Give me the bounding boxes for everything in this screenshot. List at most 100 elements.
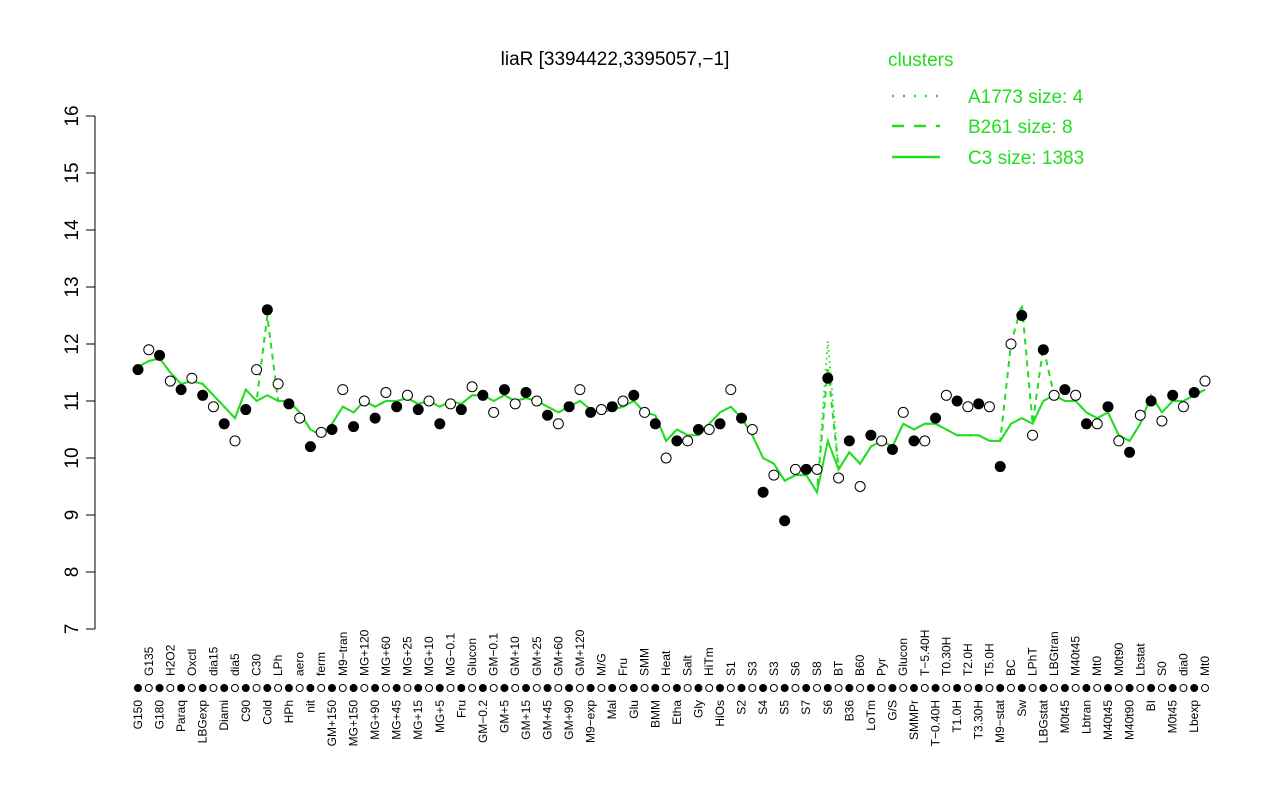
x-tick-label: M9−tran [336,632,350,676]
rug-mark [554,684,563,692]
y-tick-label: 8 [62,567,83,578]
data-point [197,389,209,401]
data-point [725,384,737,396]
data-point [789,463,801,475]
data-point [1113,435,1125,447]
rug-mark [241,684,250,692]
rug-mark [1136,684,1145,692]
data-point [1005,338,1017,350]
rug-mark [953,684,962,692]
x-tick-label: GM+90 [562,700,576,740]
x-tick-label: G150 [131,700,145,730]
rug-mark [317,684,326,692]
rug-mark [651,684,660,692]
x-tick-label: Mt0 [1090,656,1104,676]
x-tick-label: GM−0.1 [487,633,501,676]
rug-mark [371,684,380,692]
x-tick-label: BMM [648,700,662,728]
data-point [703,424,715,435]
x-tick-label: Lbtran [1079,700,1093,734]
rug-mark [856,684,865,692]
data-point [692,424,704,435]
data-point [164,375,176,387]
data-point [326,424,338,435]
rug-mark [446,684,455,692]
x-tick-label: MG+10 [422,636,436,676]
rug-mark [619,684,627,692]
x-tick-label: Oxctl [185,649,199,676]
data-point [768,469,780,481]
rug-mark [263,684,272,692]
rug-mark [1201,684,1209,692]
x-tick-label: G135 [142,646,156,676]
x-tick-label: T0.30H [939,637,953,676]
x-tick-label: S7 [799,700,813,715]
x-tick-label: LBGexp [196,700,210,744]
x-tick-label: LPhT [1026,647,1040,676]
rug-mark [759,684,768,692]
rug-mark [942,684,951,692]
rug-mark [586,684,595,692]
x-tick-label: dia5 [228,653,242,676]
x-tick-label: M40t90 [1123,700,1137,740]
data-point [919,435,931,447]
rug-mark [716,684,724,692]
x-tick-label: MG+45 [390,700,404,740]
x-tick-label: BI [1144,700,1158,711]
data-point [1070,389,1082,401]
x-tick-label: GM+150 [325,700,339,747]
rug-mark [252,684,261,692]
x-tick-label: HiOs [713,700,727,727]
x-tick-label: M40t45 [1101,700,1115,740]
rug-mark [1114,684,1123,692]
x-tick-label: S3 [745,661,759,676]
rug-mark [134,684,142,692]
data-point [1167,389,1179,401]
x-tick-label: MG+5 [433,700,447,733]
data-point [240,404,252,416]
rug-mark [489,684,498,692]
data-point [207,401,219,413]
data-point [983,401,995,413]
x-tick-label: B36 [842,700,856,722]
data-point [962,401,974,413]
rug-mark [974,684,983,692]
rug-mark [888,684,897,692]
x-tick-label: T2.0H [961,643,975,676]
data-point [143,344,155,356]
rug-mark [500,684,509,692]
x-tick-label: MG+60 [379,636,393,676]
rug-mark [877,684,886,692]
x-tick-label: Mal [605,700,619,719]
rug-mark [414,684,423,692]
rug-mark [1093,684,1102,692]
rug-mark [1082,684,1091,692]
x-tick-label: S8 [810,661,824,676]
x-tick-label: MG+90 [368,700,382,740]
data-point [348,421,360,433]
rug-mark [931,684,940,692]
y-tick-label: 7 [62,624,83,635]
x-tick-label: H2O2 [163,644,177,676]
x-tick-label: Pyr [875,658,889,676]
x-tick-label: T3.30H [972,700,986,739]
x-tick-label: C30 [250,654,264,676]
rug-mark [403,684,412,692]
rug-mark [780,684,789,692]
data-point [498,384,510,396]
data-point [886,443,898,455]
x-tick-label: S0 [1155,661,1169,676]
data-point [154,349,166,361]
data-point [585,406,597,418]
rug-mark [457,684,466,692]
rug-mark [1060,684,1069,692]
x-tick-label: Fru [616,658,630,676]
x-tick-label: Mt0 [1198,656,1212,676]
x-tick-label: M9−exp [584,700,598,743]
data-point [930,412,942,424]
rug-mark [769,684,778,692]
y-tick-label: 9 [62,510,83,521]
data-point [520,386,532,398]
x-tick-label: Glucon [896,638,910,676]
